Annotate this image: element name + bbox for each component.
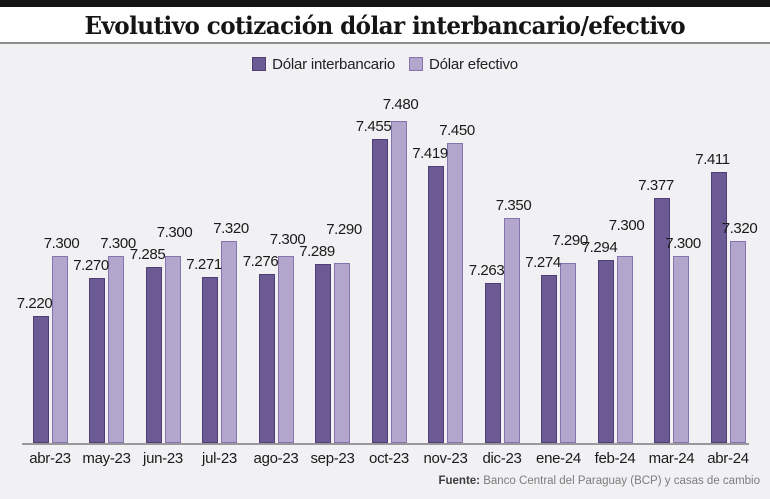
- bar-interbancario: [202, 277, 218, 443]
- x-axis-line: [22, 443, 749, 445]
- legend-swatch-interbancario-icon: [252, 57, 267, 71]
- x-axis-label: abr-24: [707, 450, 749, 467]
- top-black-bar: [0, 0, 770, 7]
- bar-efectivo: [51, 255, 68, 443]
- bar-interbancario: [710, 172, 727, 443]
- bar-efectivo: [447, 143, 463, 443]
- bar-efectivo: [164, 255, 181, 443]
- source-prefix: Fuente:: [438, 475, 481, 487]
- value-label-efectivo: 7.300: [665, 234, 701, 252]
- x-axis-label: dic-23: [482, 450, 522, 467]
- bar-efectivo: [560, 263, 576, 443]
- value-label-efectivo: 7.300: [269, 230, 306, 248]
- bar-efectivo: [390, 120, 407, 443]
- value-label-efectivo: 7.290: [552, 232, 588, 249]
- value-label-interbancario: 7.377: [638, 176, 674, 194]
- value-label-efectivo: 7.320: [213, 219, 249, 237]
- x-axis-label: oct-23: [369, 450, 409, 467]
- bar-efectivo: [108, 255, 124, 443]
- bar-efectivo: [221, 240, 237, 443]
- bar-interbancario: [258, 273, 275, 443]
- value-label-interbancario: 7.276: [242, 252, 279, 270]
- value-label-interbancario: 7.271: [186, 256, 222, 274]
- x-axis-label: nov-23: [423, 450, 468, 467]
- title-area: Evolutivo cotización dólar interbancario…: [0, 7, 770, 43]
- legend-label-efectivo: Dólar efectivo: [429, 55, 518, 73]
- value-label-interbancario: 7.270: [73, 257, 109, 274]
- bar-interbancario: [654, 197, 670, 443]
- value-label-efectivo: 7.320: [721, 219, 758, 237]
- bar-interbancario: [428, 166, 444, 443]
- x-axis-label: ene-24: [536, 450, 581, 467]
- value-label-interbancario: 7.263: [468, 262, 505, 280]
- legend: Dólar interbancario Dólar efectivo: [0, 55, 770, 73]
- bar-interbancario: [145, 266, 162, 443]
- bar-interbancario: [371, 139, 388, 443]
- bar-interbancario: [89, 278, 105, 443]
- value-label-efectivo: 7.300: [100, 234, 136, 252]
- value-label-interbancario: 7.419: [412, 145, 448, 163]
- value-label-interbancario: 7.285: [129, 245, 166, 263]
- value-label-interbancario: 7.411: [695, 151, 730, 169]
- x-axis-label: jun-23: [143, 450, 183, 467]
- bar-interbancario: [315, 263, 331, 443]
- bar-interbancario: [597, 260, 614, 443]
- title-divider: [0, 42, 770, 44]
- value-label-efectivo: 7.450: [439, 122, 475, 139]
- value-label-interbancario: 7.220: [16, 294, 53, 312]
- value-label-efectivo: 7.480: [382, 96, 419, 114]
- x-axis-label: mar-24: [648, 450, 695, 467]
- x-axis-label: sep-23: [310, 450, 355, 467]
- bar-interbancario: [32, 315, 49, 443]
- source-note: Fuente: Banco Central del Paraguay (BCP)…: [438, 475, 760, 487]
- bar-efectivo: [673, 255, 689, 443]
- value-label-interbancario: 7.294: [581, 239, 618, 256]
- bar-interbancario: [541, 275, 557, 443]
- value-label-interbancario: 7.455: [355, 118, 392, 136]
- x-axis-label: may-23: [82, 450, 131, 467]
- source-text: Banco Central del Paraguay (BCP) y casas…: [483, 475, 760, 487]
- x-axis-label: abr-23: [29, 450, 71, 467]
- value-label-interbancario: 7.274: [525, 254, 561, 271]
- value-label-efectivo: 7.300: [156, 223, 193, 241]
- legend-item-interbancario: Dólar interbancario: [252, 56, 395, 73]
- bar-efectivo: [277, 255, 294, 443]
- bar-efectivo: [616, 255, 633, 443]
- x-axis-label: feb-24: [594, 450, 636, 467]
- value-label-efectivo: 7.300: [608, 217, 645, 234]
- bar-efectivo: [334, 263, 350, 443]
- value-label-efectivo: 7.290: [326, 220, 362, 238]
- legend-item-efectivo: Dólar efectivo: [409, 56, 518, 73]
- legend-swatch-efectivo-icon: [409, 57, 423, 71]
- x-axis-label: jul-23: [202, 450, 237, 467]
- value-label-interbancario: 7.289: [299, 242, 335, 260]
- bar-interbancario: [484, 283, 501, 443]
- value-label-efectivo: 7.350: [495, 197, 532, 214]
- page-title: Evolutivo cotización dólar interbancario…: [84, 10, 686, 40]
- bar-efectivo: [503, 218, 520, 443]
- bar-efectivo: [729, 240, 746, 443]
- value-label-efectivo: 7.300: [43, 234, 80, 252]
- x-axis-label: ago-23: [253, 450, 299, 467]
- legend-label-interbancario: Dólar interbancario: [272, 55, 395, 73]
